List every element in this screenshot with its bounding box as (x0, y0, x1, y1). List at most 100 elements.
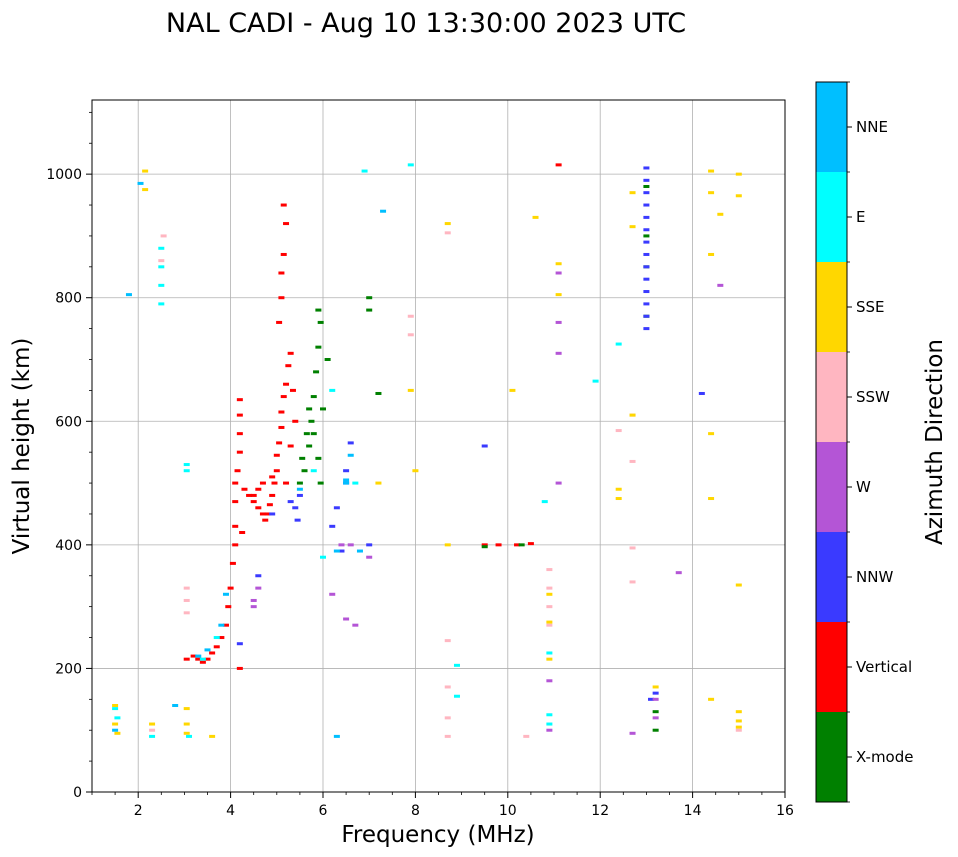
data-point-nnw (333, 506, 340, 510)
data-point-e (546, 713, 553, 717)
data-point-xmode (643, 185, 650, 188)
data-point-w (352, 623, 359, 627)
colorbar-segment (816, 622, 847, 712)
data-point-xmode (301, 469, 308, 473)
colorbar-label-nne: NNE (856, 118, 888, 136)
data-point-sse (209, 734, 216, 738)
data-point-sse (555, 262, 562, 266)
data-point-e (320, 555, 326, 559)
data-point-nnw (343, 469, 350, 473)
data-point-sse (615, 497, 622, 501)
data-point-vertical (236, 450, 243, 454)
data-point-vertical (250, 493, 257, 497)
data-point-xmode (310, 432, 317, 436)
data-point-sse (114, 731, 121, 735)
data-point-ssw (629, 459, 636, 463)
colorbar-segment (816, 262, 847, 352)
data-point-e (158, 302, 165, 306)
data-point-e (453, 694, 460, 698)
x-tick-label: 16 (776, 803, 794, 819)
data-point-nne (125, 293, 132, 297)
data-point-sse (509, 388, 516, 392)
data-point-vertical (276, 320, 283, 324)
data-point-vertical (495, 543, 502, 547)
data-point-e (615, 342, 622, 346)
data-point-sse (407, 388, 414, 392)
data-point-nnw (366, 543, 373, 547)
data-point-sse (735, 710, 742, 714)
data-point-sse (444, 543, 451, 547)
data-point-vertical (280, 252, 287, 256)
x-tick-label: 10 (499, 803, 517, 819)
data-point-xmode (303, 432, 310, 436)
data-point-sse (532, 215, 539, 219)
data-point-xmode (320, 407, 326, 411)
data-point-nne (112, 728, 119, 732)
data-point-sse (708, 252, 715, 256)
grid-lines (92, 100, 785, 792)
data-point-xmode (308, 419, 315, 423)
data-point-w (675, 571, 682, 575)
data-point-w (338, 543, 345, 547)
data-point-nnw (329, 524, 336, 528)
data-point-nnw (643, 178, 650, 182)
y-tick-label: 800 (55, 291, 82, 307)
data-point-nnw (652, 691, 659, 695)
data-point-vertical (236, 432, 243, 436)
data-point-nnw (643, 191, 650, 195)
data-point-nnw (643, 302, 650, 306)
data-point-w (717, 283, 724, 287)
data-point-nnw (643, 203, 650, 207)
x-tick-label: 6 (319, 803, 328, 819)
data-point-vertical (236, 413, 243, 417)
data-point-vertical (232, 524, 239, 528)
data-point-nne (172, 704, 179, 707)
x-tick-label: 4 (226, 803, 235, 819)
data-point-nne (333, 549, 340, 553)
data-point-sse (112, 704, 119, 707)
data-point-nne (343, 478, 350, 482)
data-point-xmode (375, 391, 382, 395)
data-point-vertical (481, 543, 488, 547)
data-point-nnw (643, 290, 650, 294)
data-point-sse (629, 413, 636, 417)
data-point-vertical (222, 623, 229, 627)
data-point-xmode (315, 308, 322, 312)
data-point-w (555, 481, 562, 485)
data-point-vertical (514, 543, 521, 547)
data-point-vertical (273, 469, 280, 473)
data-point-vertical (262, 518, 269, 522)
data-point-nnw (643, 215, 650, 219)
data-point-vertical (280, 395, 287, 399)
data-point-nnw (338, 549, 345, 553)
data-point-nnw (648, 697, 655, 701)
data-point-nnw (481, 444, 488, 448)
data-point-nnw (643, 327, 650, 331)
data-point-sse (555, 293, 562, 297)
data-point-xmode (317, 481, 324, 485)
data-point-vertical (246, 493, 253, 497)
data-point-nne (222, 592, 229, 596)
data-point-vertical (287, 351, 294, 355)
data-point-xmode (366, 296, 373, 300)
data-point-nnw (643, 314, 650, 318)
data-point-xmode (481, 545, 488, 549)
data-point-nnw (643, 240, 650, 244)
y-tick-label: 0 (73, 785, 82, 801)
data-point-sse (735, 172, 742, 176)
data-point-w (250, 598, 257, 602)
data-point-ssw (149, 728, 156, 732)
data-point-e (183, 463, 190, 467)
data-point-sse (183, 707, 190, 711)
data-point-nne (204, 648, 211, 652)
data-point-sse (112, 722, 119, 726)
data-point-vertical (259, 481, 266, 485)
data-point-vertical (283, 481, 290, 485)
data-point-vertical (269, 493, 276, 497)
x-tick-label: 12 (591, 803, 609, 819)
data-point-vertical (287, 444, 294, 448)
data-point-nne (347, 453, 354, 457)
data-point-xmode (643, 234, 650, 238)
data-point-nne (380, 209, 387, 213)
data-point-ssw (615, 429, 622, 433)
